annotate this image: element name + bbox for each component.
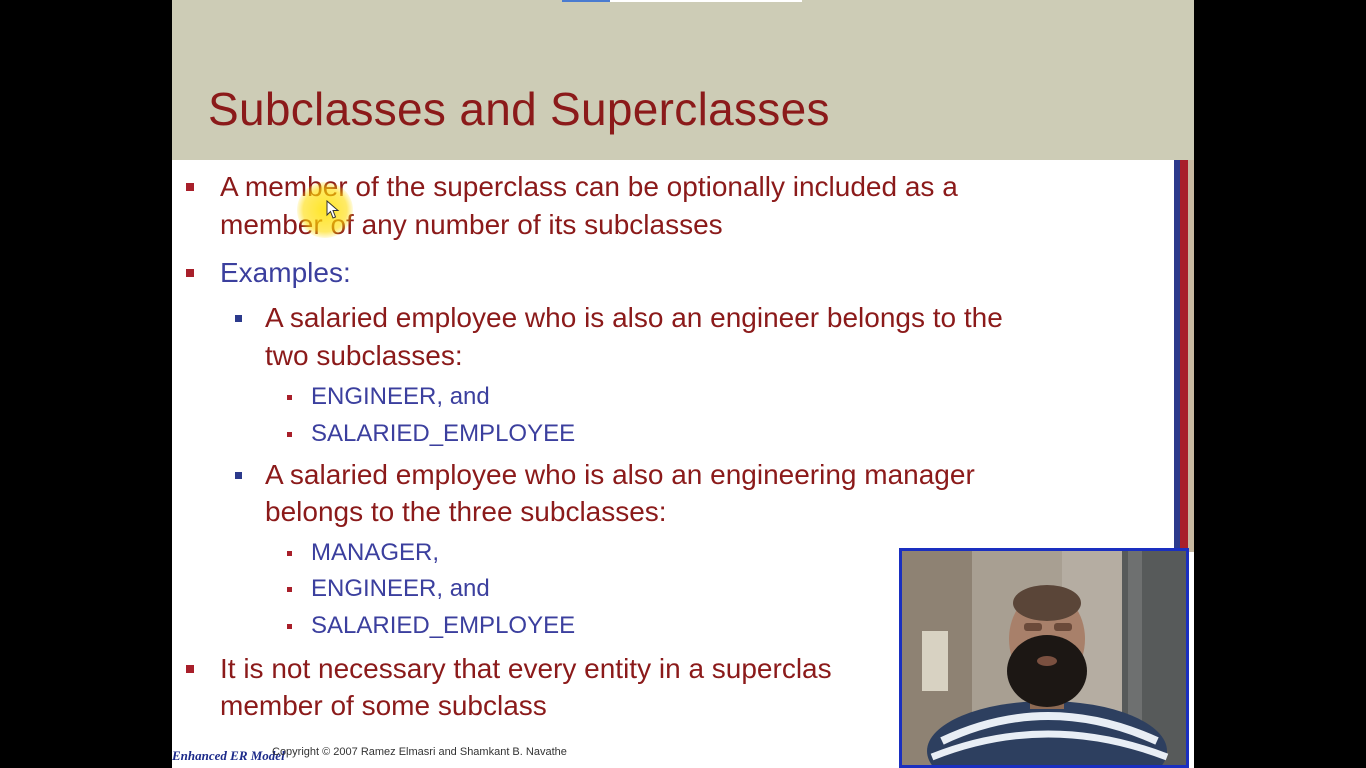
bullet-text: Examples: bbox=[220, 257, 351, 288]
bullet-level3: SALARIED_EMPLOYEE bbox=[287, 415, 576, 452]
square-bullet-icon bbox=[287, 587, 292, 592]
square-bullet-icon bbox=[186, 183, 194, 191]
slide-title: Subclasses and Superclasses bbox=[208, 83, 830, 135]
bullet-continuation: belongs to the three subclasses: bbox=[265, 493, 667, 531]
bullet-text: ENGINEER, and bbox=[311, 575, 490, 602]
top-strip-accent bbox=[562, 0, 610, 2]
bullet-text: It is not necessary that every entity in… bbox=[220, 653, 832, 684]
footer-copyright: Copyright © 2007 Ramez Elmasri and Shamk… bbox=[272, 746, 567, 758]
bullet-continuation: member of any number of its subclasses bbox=[220, 206, 723, 244]
bullet-text: SALARIED_EMPLOYEE bbox=[311, 420, 576, 447]
square-bullet-icon bbox=[186, 269, 194, 277]
bullet-continuation: member of some subclass bbox=[220, 687, 547, 725]
square-bullet-icon bbox=[186, 665, 194, 673]
bullet-text: member of some subclass bbox=[220, 690, 547, 721]
square-bullet-icon bbox=[235, 315, 242, 322]
pointer-arrow-icon bbox=[326, 199, 340, 220]
bullet-level3: MANAGER, bbox=[287, 534, 440, 571]
decorative-side-bar bbox=[1172, 160, 1194, 552]
bullet-text: A salaried employee who is also an engin… bbox=[265, 302, 1003, 333]
square-bullet-icon bbox=[235, 472, 242, 479]
bullet-text: ENGINEER, and bbox=[311, 383, 490, 410]
title-band: Subclasses and Superclasses bbox=[172, 0, 1194, 160]
webcam-overlay bbox=[899, 548, 1189, 768]
square-bullet-icon bbox=[287, 432, 292, 437]
bullet-text: belongs to the three subclasses: bbox=[265, 496, 667, 527]
bullet-text: member of any number of its subclasses bbox=[220, 209, 723, 240]
bullet-level2: A salaried employee who is also an engin… bbox=[235, 456, 975, 494]
bullet-level3: SALARIED_EMPLOYEE bbox=[287, 607, 576, 644]
bullet-text: SALARIED_EMPLOYEE bbox=[311, 612, 576, 639]
bullet-text: A salaried employee who is also an engin… bbox=[265, 459, 975, 490]
bullet-level2: A salaried employee who is also an engin… bbox=[235, 299, 1003, 337]
webcam-feed bbox=[902, 551, 1186, 765]
bullet-level3: ENGINEER, and bbox=[287, 378, 490, 415]
bullet-level1: It is not necessary that every entity in… bbox=[186, 650, 832, 688]
square-bullet-icon bbox=[287, 395, 292, 400]
cursor-highlight bbox=[297, 182, 353, 238]
square-bullet-icon bbox=[287, 551, 292, 556]
bullet-text: two subclasses: bbox=[265, 340, 463, 371]
bullet-continuation: two subclasses: bbox=[265, 337, 463, 375]
top-strip bbox=[562, 0, 802, 2]
bullet-text: MANAGER, bbox=[311, 539, 440, 566]
bullet-level1: Examples: bbox=[186, 254, 351, 292]
square-bullet-icon bbox=[287, 624, 292, 629]
footer-logo: Enhanced ER Model bbox=[172, 748, 285, 763]
bullet-level3: ENGINEER, and bbox=[287, 570, 490, 607]
